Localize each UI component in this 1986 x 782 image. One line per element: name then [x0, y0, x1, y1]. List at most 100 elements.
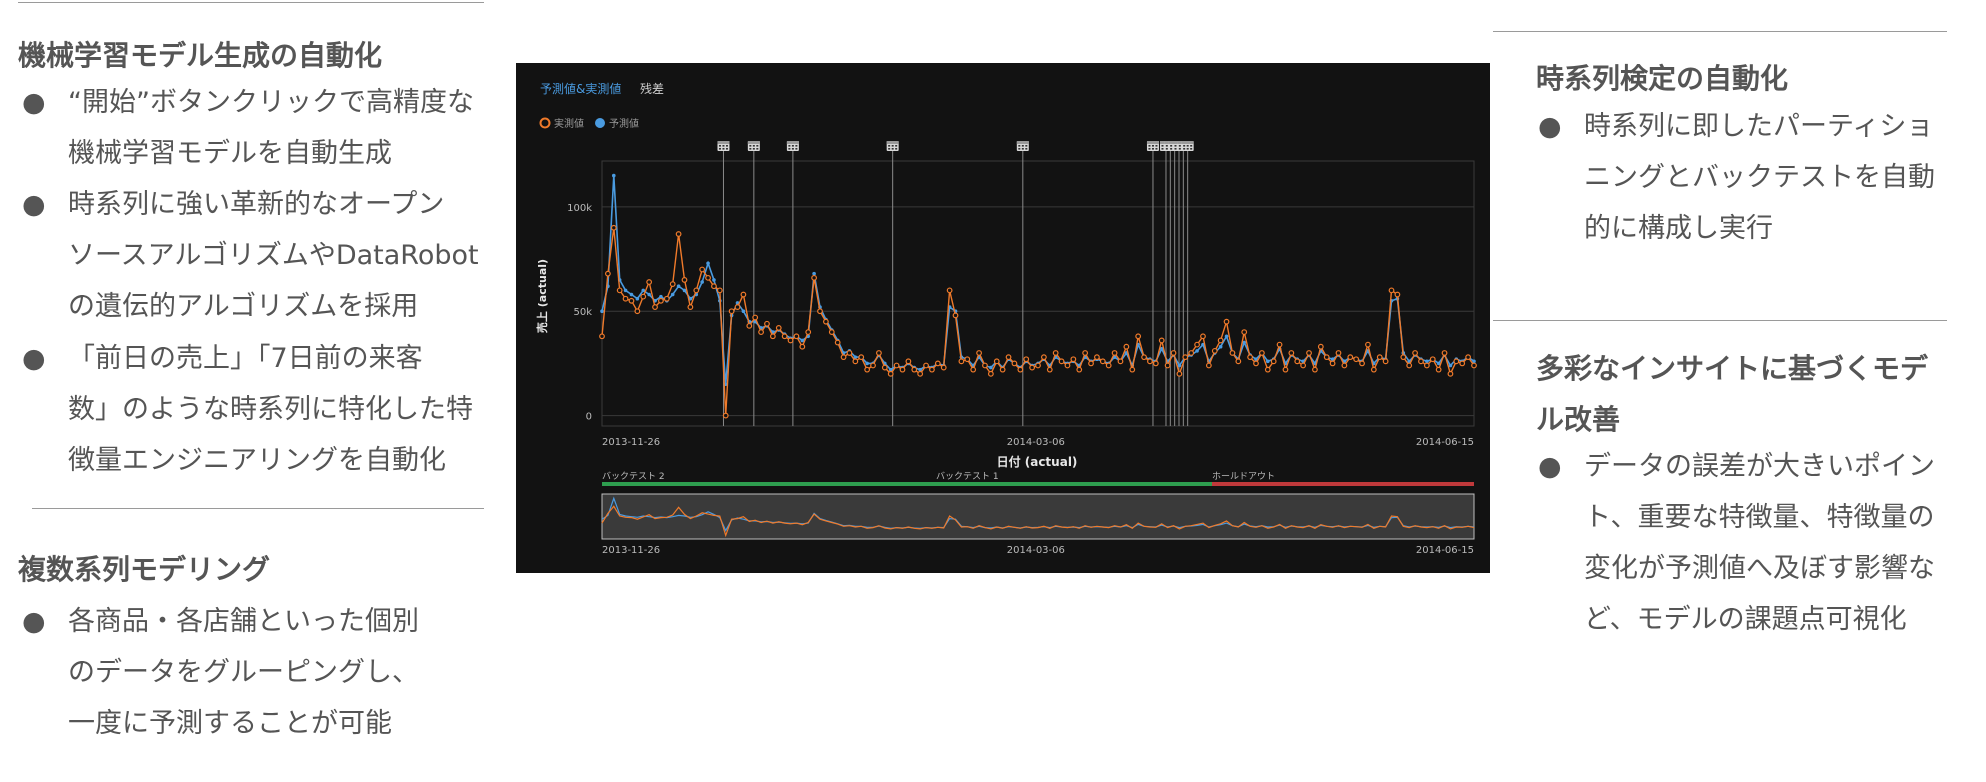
- data-point-forecast: [1254, 357, 1258, 362]
- bullet-line: “開始”ボタンクリックで高精度な: [68, 87, 474, 118]
- data-point-forecast: [1448, 363, 1453, 368]
- data-point-actual: [646, 279, 653, 285]
- data-point-forecast: [659, 294, 663, 299]
- data-point-actual: [852, 358, 859, 365]
- calendar-icon-header: [786, 141, 799, 144]
- tab-prediction-vs-actual[interactable]: 予測値&実測値: [540, 81, 621, 96]
- data-point-forecast: [670, 292, 675, 297]
- data-point-actual: [1247, 354, 1254, 361]
- calendar-icon-cell: [795, 145, 798, 147]
- data-point-actual: [1341, 362, 1348, 369]
- legend-label-forecast[interactable]: 予測値: [609, 117, 639, 130]
- y-tick-label: 50k: [573, 307, 592, 318]
- data-point-actual: [1129, 366, 1136, 373]
- data-point-actual: [1317, 343, 1324, 350]
- calendar-icon-cell: [725, 145, 728, 147]
- data-point-actual: [1423, 362, 1430, 369]
- section-title-multi-series: 複数系列モデリング: [18, 553, 271, 586]
- data-point-forecast: [865, 361, 869, 366]
- data-point-forecast: [989, 365, 993, 370]
- data-point-actual: [1135, 333, 1142, 340]
- calendar-icon-header: [1016, 141, 1029, 144]
- data-point-actual: [1094, 354, 1100, 361]
- calendar-icon-cell: [725, 148, 728, 150]
- data-point-forecast: [629, 292, 634, 297]
- data-point-actual: [881, 364, 888, 371]
- data-point-actual: [1471, 362, 1477, 369]
- calendar-icon[interactable]: [1146, 141, 1159, 151]
- data-point-forecast: [918, 367, 922, 372]
- data-point-actual: [1035, 362, 1041, 369]
- bullet-line: 「前日の売上」「7日前の来客: [68, 343, 423, 374]
- bullet-item: ● 時系列に強い革新的なオープン ソースアルゴリズムやDataRobot の遺伝…: [22, 179, 502, 332]
- calendar-icon-cell: [1018, 145, 1021, 147]
- data-point-actual: [1117, 358, 1124, 365]
- calendar-icon-cell: [756, 145, 759, 147]
- data-point-actual: [728, 308, 735, 315]
- bullet-item: ● データの誤差が大きいポイン ト、重要な特徴量、特徴量の 変化が予測値へ及ぼす…: [1538, 441, 1984, 645]
- data-point-forecast: [1177, 363, 1182, 368]
- data-point-forecast: [682, 288, 687, 293]
- legend-marker-forecast: [595, 118, 605, 128]
- data-point-actual: [1359, 360, 1365, 367]
- calendar-icon-cell: [788, 145, 791, 147]
- calendar-icon-cell: [888, 145, 891, 147]
- bullet-line: ニングとバックテストを自動: [1584, 162, 1935, 193]
- calendar-icon-cell: [1186, 148, 1189, 150]
- data-point-actual: [1335, 350, 1342, 356]
- x-tick-label: 2014-06-15: [1416, 437, 1474, 448]
- data-point-forecast: [635, 296, 640, 301]
- calendar-icon-cell: [1170, 148, 1173, 150]
- calendar-icon[interactable]: [886, 141, 899, 151]
- data-point-actual: [1253, 360, 1259, 367]
- legend-label-actual[interactable]: 実測値: [554, 117, 584, 130]
- calendar-icon-cell: [1025, 148, 1028, 150]
- data-point-actual: [1229, 350, 1236, 356]
- data-point-actual: [946, 287, 953, 294]
- data-point-actual: [993, 358, 1000, 365]
- tab-residuals[interactable]: 残差: [640, 82, 664, 96]
- data-point-actual: [893, 362, 900, 369]
- partition-label: バックテスト 2: [602, 471, 665, 482]
- data-point-actual: [1099, 358, 1106, 365]
- calendar-icon[interactable]: [1016, 141, 1029, 151]
- calendar-icon[interactable]: [747, 141, 760, 151]
- data-point-actual: [952, 312, 959, 319]
- bullet-line: ど、モデルの課題点可視化: [1584, 604, 1907, 635]
- calendar-icon-cell: [1155, 145, 1158, 147]
- data-point-actual: [675, 231, 682, 237]
- data-point-actual: [1329, 360, 1336, 367]
- data-point-actual: [964, 356, 971, 363]
- data-point-actual: [787, 337, 794, 344]
- calendar-icon-cell: [1165, 145, 1168, 147]
- calendar-icon[interactable]: [1181, 141, 1194, 151]
- data-point-actual: [811, 274, 818, 281]
- bullet-marker: ●: [1538, 111, 1562, 142]
- calendar-icon[interactable]: [717, 141, 730, 151]
- calendar-icon-header: [886, 141, 899, 144]
- data-point-actual: [1058, 358, 1065, 365]
- data-point-actual: [681, 277, 688, 283]
- calendar-icon-cell: [752, 145, 755, 147]
- data-point-actual: [758, 329, 764, 336]
- data-point-actual: [1447, 370, 1454, 377]
- calendar-icon[interactable]: [786, 141, 799, 151]
- data-point-actual: [663, 295, 670, 302]
- calendar-icon-cell: [1183, 145, 1186, 147]
- data-point-actual: [1217, 337, 1224, 344]
- data-point-actual: [1105, 362, 1112, 369]
- calendar-icon-cell: [1174, 148, 1177, 150]
- range-navigator-window[interactable]: [601, 493, 1475, 540]
- data-point-actual: [1123, 343, 1130, 350]
- data-point-actual: [970, 366, 977, 373]
- data-point-actual: [1241, 329, 1248, 336]
- range-navigator[interactable]: 2013-11-26 2014-03-06 2014-06-15: [601, 493, 1475, 556]
- data-point-actual: [940, 364, 947, 371]
- data-point-actual: [840, 354, 847, 361]
- data-point-forecast: [1195, 349, 1199, 353]
- data-point-actual: [1264, 366, 1271, 373]
- range-navigator-tick-label: 2014-03-06: [1007, 545, 1065, 556]
- partition-segment: [602, 482, 936, 486]
- data-point-actual: [1323, 354, 1330, 361]
- data-point-actual: [746, 322, 753, 329]
